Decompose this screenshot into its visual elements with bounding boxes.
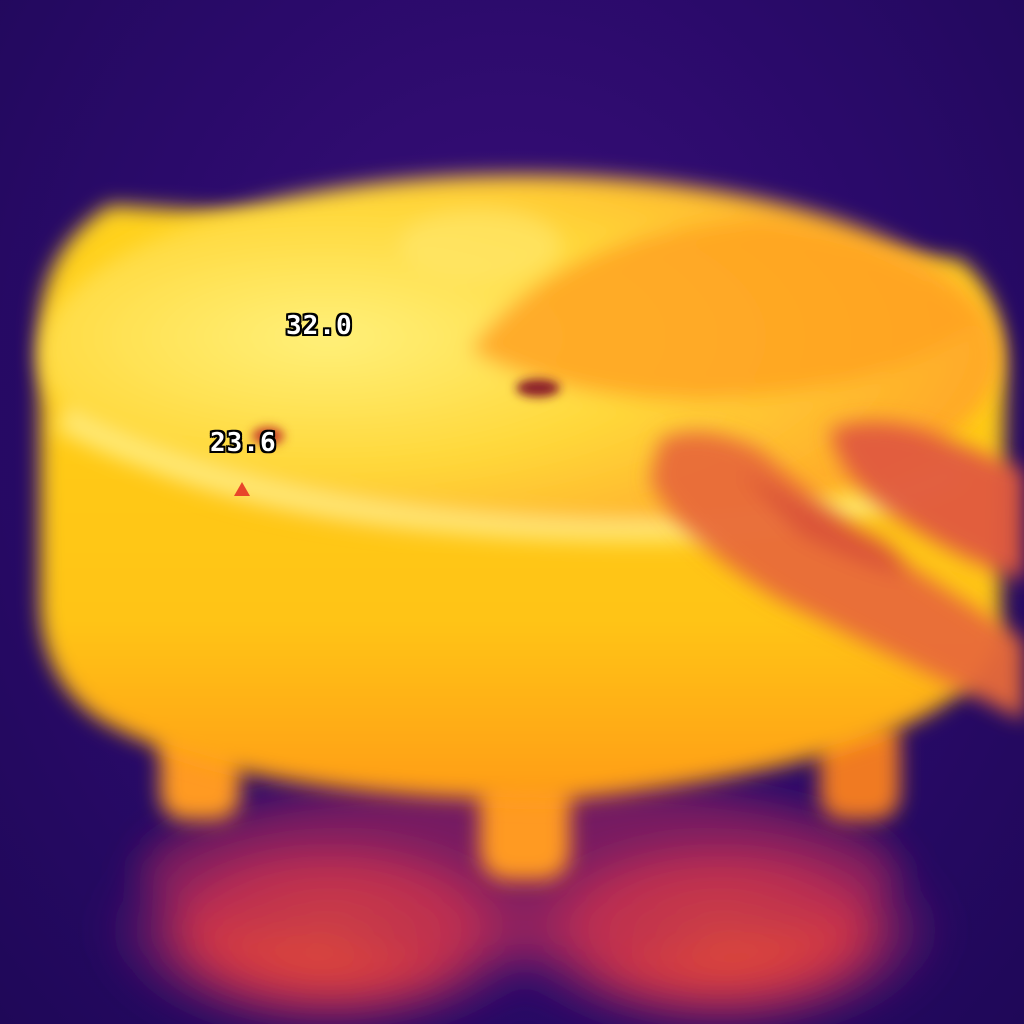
device-top [40,175,1000,542]
device-holes [252,379,560,445]
hot-spot-temperature: 32.0 [286,311,353,341]
hand [650,422,1024,720]
triangle-up-icon [234,482,250,496]
cold-spot-temperature: 23.6 [210,428,277,458]
